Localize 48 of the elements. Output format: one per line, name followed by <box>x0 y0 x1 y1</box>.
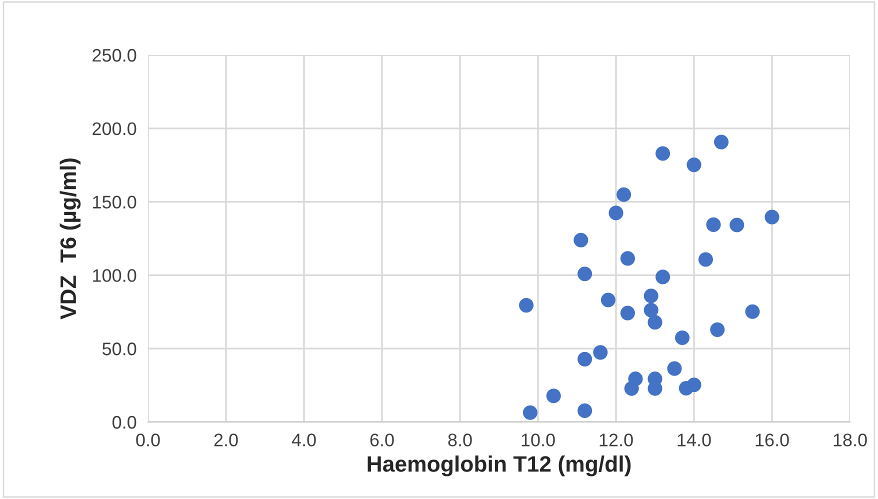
point <box>624 381 639 396</box>
point <box>656 146 670 161</box>
point <box>764 210 780 224</box>
point <box>600 292 616 308</box>
y-tick-label: 150.0 <box>93 196 136 209</box>
x-tick-label: 0.0 <box>136 434 160 446</box>
point <box>578 352 592 366</box>
y-tick-label: 50.0 <box>102 342 136 356</box>
y-tick-label: 200.0 <box>92 122 136 136</box>
point <box>686 158 702 172</box>
point <box>675 330 690 346</box>
point <box>616 187 632 202</box>
x-tick-label: 18.0 <box>834 434 867 446</box>
x-tick-label: 4.0 <box>292 434 316 446</box>
point <box>608 206 624 220</box>
point <box>667 361 682 376</box>
point <box>593 345 608 360</box>
point <box>546 388 561 404</box>
point <box>710 322 725 337</box>
point <box>648 315 662 330</box>
point <box>644 302 658 318</box>
point <box>706 217 721 232</box>
point <box>714 134 729 150</box>
point <box>620 251 635 266</box>
y-axis-title: VDZ T6 (µg/ml) <box>60 158 81 320</box>
point <box>578 403 592 418</box>
x-tick-label: 12.0 <box>600 434 633 446</box>
x-axis-title: Haemoglobin T12 (mg/dl) <box>368 456 631 476</box>
y-tick-label: 100.0 <box>93 269 136 282</box>
point <box>574 232 588 248</box>
point <box>698 252 713 267</box>
point <box>578 266 592 282</box>
x-tick-label: 2.0 <box>214 434 238 446</box>
y-tick-label: 250.0 <box>92 48 136 62</box>
x-tick-label: 14.0 <box>678 434 711 446</box>
point <box>644 288 658 304</box>
x-tick-label: 8.0 <box>448 434 472 446</box>
point <box>522 405 538 420</box>
point <box>686 378 702 392</box>
point <box>620 306 635 320</box>
point <box>745 304 760 319</box>
point <box>730 218 744 232</box>
point <box>656 270 670 284</box>
x-tick-label: 6.0 <box>370 434 394 446</box>
x-tick-label: 16.0 <box>756 434 789 446</box>
x-tick-label: 10.0 <box>522 434 555 446</box>
y-tick-label: 0.0 <box>112 416 136 429</box>
point <box>519 298 534 313</box>
